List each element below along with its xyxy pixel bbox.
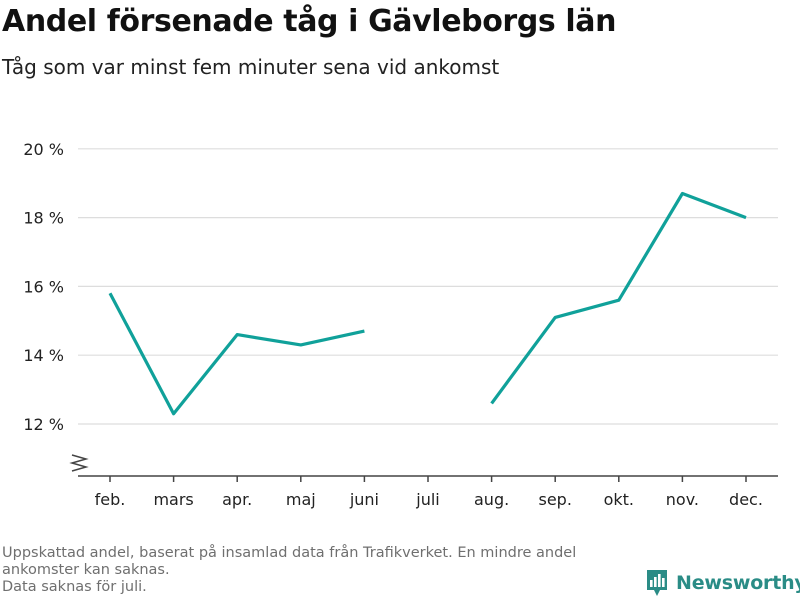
x-tick-label: maj [286,490,316,509]
x-tick-label: aug. [474,490,509,509]
x-tick-label: dec. [729,490,763,509]
footnote-line-2: Data saknas för juli. [2,579,147,595]
brand: Newsworthy [645,568,800,598]
x-tick-label: okt. [604,490,634,509]
x-tick-label: apr. [222,490,252,509]
x-tick-label: nov. [666,490,699,509]
chart-subtitle: Tåg som var minst fem minuter sena vid a… [2,55,500,79]
x-axis-tick-labels: feb. mars apr. maj juni juli aug. sep. okt. nov. d… [95,490,763,509]
x-tick-label: juni [349,490,379,509]
x-tick-label: juli [415,490,439,509]
series-lines [108,191,747,416]
footnote-line-1: Uppskattad andel, baserat på insamlad da… [2,545,577,578]
chart-title: Andel försenade tåg i Gävleborgs län [2,4,617,39]
x-axis [69,454,778,482]
x-tick-label: feb. [95,490,126,509]
y-tick-label: 12 % [23,415,64,434]
gridlines [78,148,778,425]
x-tick-label: mars [153,490,193,509]
y-tick-label: 14 % [23,346,64,365]
series-line-segment [490,191,747,405]
y-axis-tick-labels: 12 % 14 % 16 % 18 % 20 % [23,140,64,434]
x-tick-label: sep. [538,490,571,509]
brand-name: Newsworthy [676,572,800,594]
y-tick-label: 20 % [23,140,64,159]
footnote: Uppskattad andel, baserat på insamlad da… [2,545,642,596]
y-tick-label: 18 % [23,209,64,228]
axis-break-symbol [69,454,89,472]
y-tick-label: 16 % [23,277,64,296]
series-line-segment [108,292,365,416]
line-chart: 12 % 14 % 16 % 18 % 20 % feb. mars apr. maj juni… [23,140,778,509]
bar-chart-pin-icon [647,570,667,596]
